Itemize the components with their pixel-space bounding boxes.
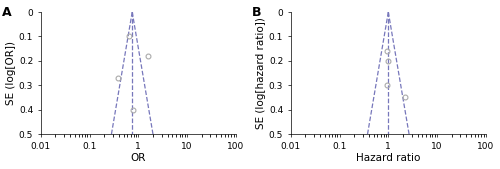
Y-axis label: SE (log[hazard ratio]): SE (log[hazard ratio]) bbox=[256, 17, 266, 129]
Text: B: B bbox=[252, 6, 262, 19]
Y-axis label: SE (log[OR]): SE (log[OR]) bbox=[6, 41, 16, 105]
Text: A: A bbox=[2, 6, 12, 19]
X-axis label: OR: OR bbox=[130, 153, 146, 163]
X-axis label: Hazard ratio: Hazard ratio bbox=[356, 153, 420, 163]
